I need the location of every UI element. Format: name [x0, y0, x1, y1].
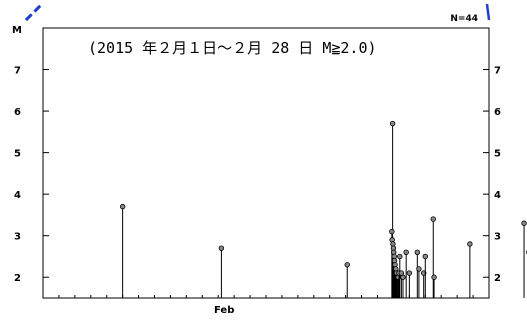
event-marker: [406, 270, 413, 276]
blue-marker-line-left: [24, 2, 44, 22]
event-marker: [397, 253, 403, 260]
event-marker: [400, 274, 406, 280]
y-tick-label-right: 3: [494, 232, 501, 243]
x-axis-ticks: [42, 290, 490, 298]
y-tick-label-right: 6: [494, 107, 501, 118]
y-tick-label-left: 3: [14, 232, 21, 243]
event-marker: [389, 120, 396, 127]
y-tick-label-left: 2: [14, 273, 21, 284]
event-stems: [119, 120, 527, 298]
event-marker: [389, 228, 395, 235]
event-marker: [218, 245, 225, 251]
y-tick-label-left: 7: [14, 66, 21, 77]
y-tick-label-right: 5: [494, 149, 501, 160]
event-marker: [521, 220, 527, 226]
event-count-label: N=44: [450, 14, 478, 24]
event-marker: [422, 253, 428, 260]
y-tick-label-left: 5: [14, 149, 21, 160]
y-axis-ticks: 2 2 3 3 4 4 5 5 6 6 7 7: [14, 66, 501, 285]
y-tick-label-right: 2: [494, 273, 501, 284]
plot-frame: [42, 27, 490, 299]
event-marker: [119, 203, 126, 210]
event-marker: [467, 241, 473, 247]
y-tick-label-left: 4: [14, 190, 21, 201]
blue-marker-line-right: [485, 3, 491, 21]
y-tick-label-left: 6: [14, 107, 21, 118]
event-marker: [344, 262, 350, 268]
event-marker: [416, 266, 422, 272]
event-marker: [430, 216, 436, 222]
y-axis-label: M: [12, 25, 22, 36]
event-marker: [431, 274, 437, 280]
event-marker: [403, 249, 409, 256]
y-tick-label-right: 7: [494, 66, 501, 77]
period-range-label: (2015 年２月１日～２月 28 日 M≧2.0): [88, 39, 377, 57]
event-marker: [414, 249, 421, 256]
x-axis-label: Feb: [214, 305, 234, 316]
y-tick-label-right: 4: [494, 190, 501, 201]
